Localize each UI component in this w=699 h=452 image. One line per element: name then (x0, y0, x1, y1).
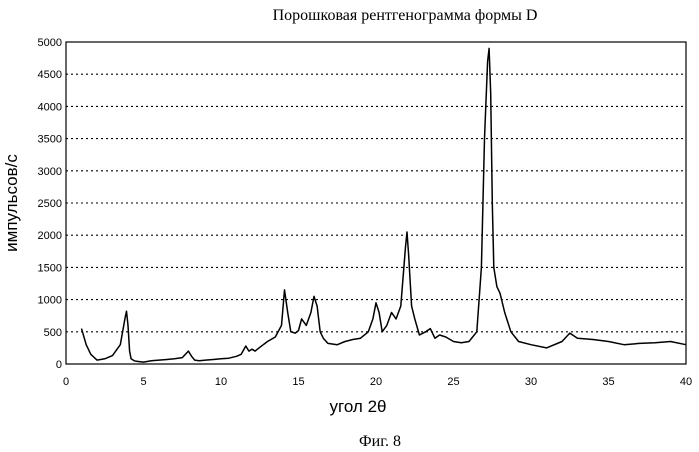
y-tick-label-1: 500 (44, 327, 62, 339)
x-tick-label-1: 5 (140, 376, 146, 388)
x-tick-label-0: 0 (63, 376, 69, 388)
series-line-0 (80, 47, 687, 363)
x-tick-labels: 0 5 10 15 20 25 30 35 40 (63, 376, 692, 388)
x-tick-label-2: 10 (215, 376, 227, 388)
x-axis-label: угол 2θ (330, 397, 387, 416)
y-tick-label-9: 4500 (38, 69, 62, 81)
series-group (80, 47, 687, 363)
x-tick-label-4: 20 (370, 376, 382, 388)
x-tick-label-7: 35 (602, 376, 614, 388)
y-tick-label-0: 0 (56, 359, 62, 371)
plot-frame (65, 41, 687, 365)
figure-caption: Фиг. 8 (359, 433, 401, 450)
y-tick-labels: 0 500 1000 1500 2000 2500 3000 3500 4000 4500 5000 (38, 37, 62, 371)
y-tick-label-7: 3500 (38, 134, 62, 146)
y-tick-label-6: 3000 (38, 166, 62, 178)
y-tick-label-5: 2500 (38, 198, 62, 210)
y-tick-label-2: 1000 (38, 295, 62, 307)
x-tick-label-3: 15 (292, 376, 304, 388)
grid-lines (66, 73, 686, 333)
y-tick-label-8: 4000 (38, 101, 62, 113)
y-axis-label: импульсов/с (2, 154, 21, 252)
x-tick-label-8: 40 (680, 376, 692, 388)
chart-title: Порошковая рентгенограмма формы D (273, 7, 538, 24)
y-tick-label-10: 5000 (38, 37, 62, 49)
x-tick-label-5: 25 (447, 376, 459, 388)
y-tick-label-4: 2000 (38, 230, 62, 242)
y-tick-label-3: 1500 (38, 262, 62, 274)
x-tick-label-6: 30 (525, 376, 537, 388)
